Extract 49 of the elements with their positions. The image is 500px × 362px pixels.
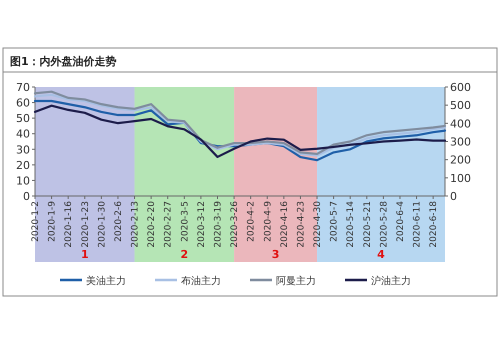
x-tick-label: 2020-1-9 — [48, 200, 58, 242]
y2-tick-label: 600 — [450, 81, 471, 94]
x-tick-label: 2020-2-13 — [130, 201, 141, 248]
band-label: 4 — [377, 248, 386, 261]
chart-title: 图1：内外盘油价走势 — [10, 55, 117, 68]
y2-tick-label: 300 — [450, 136, 471, 148]
x-tick-label: 2020-1-2 — [31, 201, 41, 242]
x-tick-label: 2020-4-30 — [313, 200, 324, 248]
y2-tick-label: 100 — [450, 172, 471, 185]
x-tick-label: 2020-2-6 — [114, 200, 124, 242]
y2-tick-label: 0 — [450, 190, 457, 203]
legend-label: 布油主力 — [181, 275, 221, 287]
legend-label: 阿曼主力 — [276, 275, 316, 287]
x-tick-label: 2020-5-21 — [362, 201, 373, 248]
y-tick-label: 50 — [16, 112, 30, 126]
x-tick-label: 2020-6-11 — [412, 201, 423, 248]
x-tick-label: 2020-2-27 — [164, 201, 174, 248]
y2-tick-label: 200 — [450, 154, 471, 167]
x-tick-label: 2020-6-18 — [429, 200, 440, 248]
x-tick-label: 2020-3-19 — [213, 200, 224, 248]
band-label: 2 — [180, 248, 188, 261]
x-tick-label: 2020-5-28 — [379, 200, 390, 248]
y-tick-label: 40 — [16, 128, 30, 141]
y2-tick-label: 500 — [450, 99, 471, 112]
x-tick-label: 2020-4-2 — [246, 201, 257, 242]
x-tick-label: 2020-6-4 — [396, 200, 406, 242]
legend-label: 沪油主力 — [371, 275, 411, 287]
y-tick-label: 20 — [16, 158, 30, 172]
x-tick-label: 2020-5-14 — [346, 200, 356, 248]
x-tick-label: 2020-1-23 — [80, 201, 91, 248]
y-tick-label: 0 — [23, 190, 30, 203]
x-tick-label: 2020-3-5 — [180, 201, 190, 242]
x-tick-label: 2020-5-7 — [330, 201, 340, 242]
x-tick-label: 2020-3-26 — [230, 200, 240, 248]
x-tick-label: 2020-1-30 — [97, 200, 108, 248]
y-tick-label: 10 — [16, 174, 30, 188]
band-label: 3 — [272, 248, 280, 261]
x-tick-label: 2020-2-20 — [147, 200, 158, 248]
band-label: 1 — [80, 248, 89, 261]
y2-tick-label: 400 — [450, 117, 471, 130]
x-tick-label: 2020-4-16 — [280, 200, 290, 248]
x-tick-label: 2020-4-9 — [263, 200, 274, 242]
legend-label: 美油主力 — [86, 275, 126, 287]
x-tick-label: 2020-1-16 — [64, 200, 74, 248]
y-tick-label: 60 — [16, 96, 30, 110]
x-tick-label: 2020-3-12 — [196, 201, 207, 248]
x-tick-label: 2020-4-23 — [296, 201, 306, 248]
y-tick-label: 30 — [16, 143, 30, 156]
y-tick-label: 70 — [16, 81, 30, 94]
